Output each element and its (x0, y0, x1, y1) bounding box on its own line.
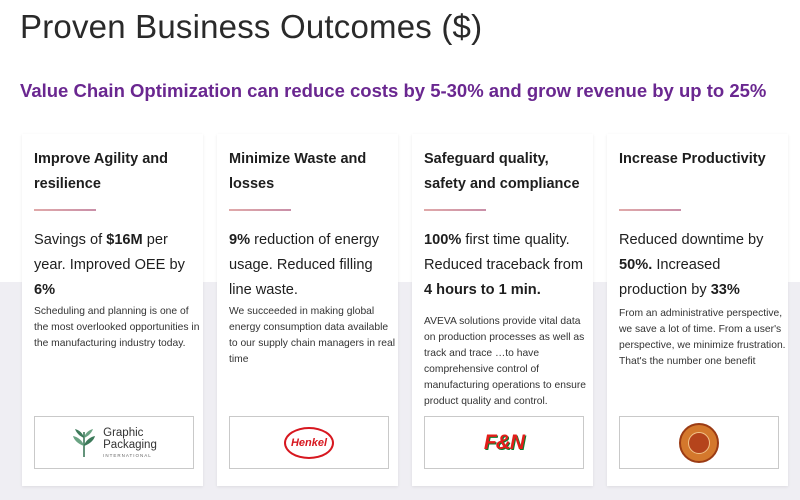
card-heading: Improve Agility and resilience (34, 151, 169, 192)
metric-text: Reduced downtime by (619, 232, 764, 248)
divider (229, 209, 291, 211)
card-description: Scheduling and planning is one of the mo… (34, 306, 200, 349)
card-description: AVEVA solutions provide vital data on pr… (424, 316, 586, 407)
logo-subtext: INTERNATIONAL (103, 453, 152, 458)
divider (424, 209, 486, 211)
metric-text: reduction of energy usage. Reduced filli… (229, 232, 380, 298)
card-description: From an administrative perspective, we s… (619, 308, 786, 367)
metric-highlight: 4 hours to 1 min. (424, 282, 541, 298)
card-heading: Increase Productivity (619, 151, 766, 167)
card-heading: Safeguard quality, safety and compliance (424, 151, 580, 192)
leaf-icon (73, 428, 96, 457)
metric-highlight: 33% (710, 282, 740, 298)
metric-text: Savings of (34, 232, 107, 248)
card-heading: Minimize Waste and losses (229, 151, 367, 192)
logo-text: Henkel (284, 426, 334, 459)
divider (619, 209, 681, 211)
metric-highlight: $16M (106, 232, 143, 248)
logo-text: F&N (483, 430, 525, 454)
card-metric: 100% first time quality. Reduced traceba… (424, 228, 592, 303)
divider (34, 209, 96, 211)
outcome-card-waste: Minimize Waste and losses 9% reduction o… (217, 134, 398, 486)
metric-text: per year. Improved OEE by (34, 232, 185, 273)
logo-text: Packaging (103, 439, 157, 451)
metric-highlight: 50%. (619, 257, 653, 273)
seal-logo (619, 416, 779, 469)
card-description: We succeeded in making global energy con… (229, 306, 395, 365)
graphic-packaging-logo: Graphic Packaging INTERNATIONAL (34, 416, 194, 469)
card-metric: Reduced downtime by 50%. Increased produ… (619, 228, 787, 303)
fn-logo: F&N (424, 416, 584, 469)
metric-text: first time quality. Reduced traceback fr… (424, 232, 583, 273)
metric-highlight: 6% (34, 282, 56, 298)
seal-icon (679, 422, 719, 463)
card-metric: 9% reduction of energy usage. Reduced fi… (229, 228, 397, 303)
logo-text: Graphic (103, 427, 144, 439)
outcome-card-quality: Safeguard quality, safety and compliance… (412, 134, 593, 486)
metric-highlight: 9% (229, 232, 251, 248)
outcome-card-productivity: Increase Productivity Reduced downtime b… (607, 134, 788, 486)
metric-highlight: 100% (424, 232, 462, 248)
page-subtitle: Value Chain Optimization can reduce cost… (20, 80, 767, 101)
outcome-card-agility: Improve Agility and resilience Savings o… (22, 134, 203, 486)
metric-text: Increased production by (619, 257, 721, 298)
page-title: Proven Business Outcomes ($) (20, 8, 483, 45)
card-metric: Savings of $16M per year. Improved OEE b… (34, 228, 202, 303)
henkel-logo: Henkel (229, 416, 389, 469)
